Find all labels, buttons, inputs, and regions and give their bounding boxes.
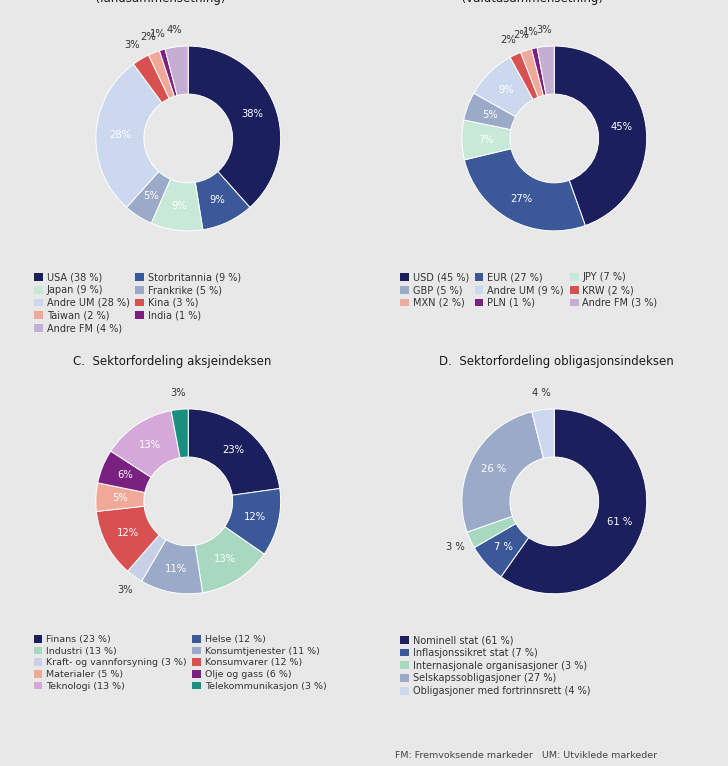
Wedge shape [464,149,585,231]
Text: 13%: 13% [139,440,161,450]
Text: 3%: 3% [170,388,186,398]
Wedge shape [195,527,264,593]
Text: 1%: 1% [523,27,539,37]
Wedge shape [189,46,281,208]
Wedge shape [151,179,203,231]
Text: 61 %: 61 % [607,517,632,527]
Wedge shape [195,172,250,230]
Text: 3 %: 3 % [446,542,464,552]
Text: 5%: 5% [143,191,159,201]
Wedge shape [149,51,175,99]
Wedge shape [531,409,554,458]
Text: 9%: 9% [210,195,226,205]
Text: 2%: 2% [500,34,516,44]
Wedge shape [189,409,280,495]
Wedge shape [165,46,189,96]
Wedge shape [531,47,546,96]
Wedge shape [127,535,166,581]
Text: 1%: 1% [150,29,165,39]
Text: 38%: 38% [241,109,263,119]
Text: 6%: 6% [117,470,133,480]
Text: 13%: 13% [213,555,236,565]
Legend: Nominell stat (61 %), Inflasjonssikret stat (7 %), Internasjonale organisasjoner: Nominell stat (61 %), Inflasjonssikret s… [400,635,590,696]
Wedge shape [111,411,180,477]
Text: 3%: 3% [124,40,140,50]
Wedge shape [225,489,281,554]
Wedge shape [510,52,538,100]
Text: 11%: 11% [165,564,186,574]
Text: 45%: 45% [611,122,633,132]
Text: 12%: 12% [116,528,139,538]
Text: 23%: 23% [222,445,244,455]
Text: 26 %: 26 % [481,464,507,474]
Wedge shape [159,49,177,97]
Wedge shape [96,64,162,208]
Wedge shape [554,46,646,225]
Wedge shape [171,409,189,458]
Text: 28%: 28% [109,130,131,140]
Text: 3%: 3% [537,25,552,35]
Text: 4 %: 4 % [531,388,550,398]
Wedge shape [98,451,151,493]
Wedge shape [501,409,646,594]
Legend: Finans (23 %), Industri (13 %), Kraft- og vannforsyning (3 %), Materialer (5 %),: Finans (23 %), Industri (13 %), Kraft- o… [33,635,326,691]
Text: 3%: 3% [117,585,132,595]
Wedge shape [474,524,529,577]
Wedge shape [464,93,515,129]
Text: 2%: 2% [513,30,529,40]
Text: 5%: 5% [483,110,498,119]
Wedge shape [133,55,169,103]
Wedge shape [467,516,516,548]
Wedge shape [521,49,543,97]
Text: A.  Regionfordeling aksjeindeksen
      (landsammensetning): A. Regionfordeling aksjeindeksen (landsa… [73,0,272,5]
Legend: USD (45 %), GBP (5 %), MXN (2 %), EUR (27 %), Andre UM (9 %), PLN (1 %), JPY (7 : USD (45 %), GBP (5 %), MXN (2 %), EUR (2… [400,272,657,308]
Text: 5%: 5% [112,493,128,503]
Wedge shape [142,540,202,594]
Text: FM: Fremvoksende markeder   UM: Utviklede markeder: FM: Fremvoksende markeder UM: Utviklede … [395,751,657,760]
Text: 4%: 4% [167,25,182,35]
Text: D.  Sektorfordeling obligasjonsindeksen: D. Sektorfordeling obligasjonsindeksen [439,355,673,368]
Wedge shape [462,120,511,160]
Wedge shape [474,57,533,116]
Text: 12%: 12% [244,512,266,522]
Legend: USA (38 %), Japan (9 %), Andre UM (28 %), Taiwan (2 %), Andre FM (4 %), Storbrit: USA (38 %), Japan (9 %), Andre UM (28 %)… [34,272,241,333]
Wedge shape [96,483,145,512]
Wedge shape [537,46,554,95]
Text: 9%: 9% [172,201,188,211]
Text: 9%: 9% [499,85,514,95]
Text: 7 %: 7 % [494,542,513,552]
Wedge shape [96,506,159,571]
Text: 2%: 2% [140,32,156,42]
Text: 7%: 7% [478,135,494,145]
Text: B.  Regionfordeling obligasjonsindeksen
      (valutasammensetning): B. Regionfordeling obligasjonsindeksen (… [439,0,675,5]
Wedge shape [127,172,170,223]
Wedge shape [462,412,544,532]
Text: C.  Sektorfordeling aksjeindeksen: C. Sektorfordeling aksjeindeksen [73,355,271,368]
Text: 27%: 27% [510,194,533,204]
